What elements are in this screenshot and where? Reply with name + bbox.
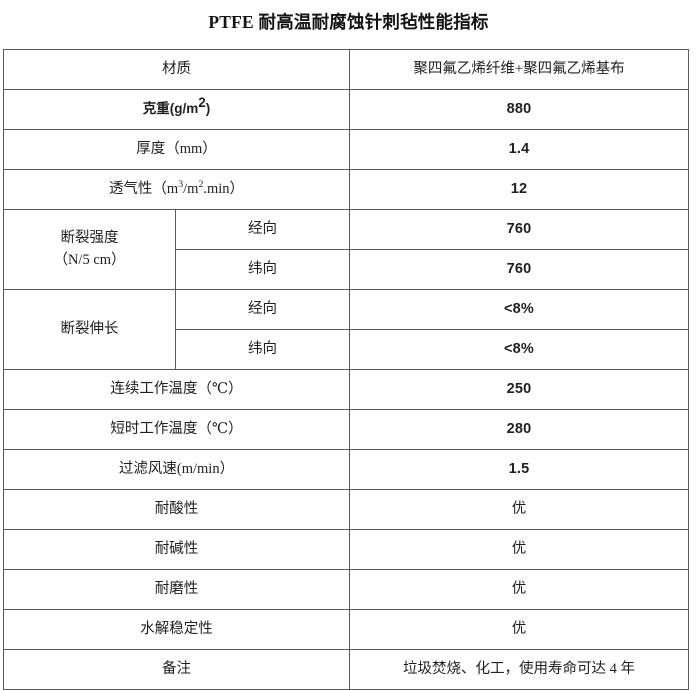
table-row: 耐酸性 优 <box>3 489 689 530</box>
row-value-weight: 880 <box>349 89 689 130</box>
row-label-air-permeability: 透气性（m3/m2.min） <box>3 169 350 210</box>
weight-label-superscript: 2 <box>198 95 206 111</box>
weight-label-main: 克重(g/m <box>142 100 199 116</box>
row-label-peak-temp: 短时工作温度（℃） <box>3 409 350 450</box>
sub-label-elongation-weft: 纬向 <box>175 329 350 370</box>
specification-table: 材质 聚四氟乙烯纤维+聚四氟乙烯基布 克重(g/m2) 880 厚度（mm） 1… <box>3 49 689 690</box>
row-value-alkali-resistance: 优 <box>349 529 689 570</box>
row-value-abrasion-resistance: 优 <box>349 569 689 610</box>
sub-label-breaking-strength-weft: 纬向 <box>175 249 350 290</box>
row-label-breaking-strength: 断裂强度 （N/5 cm） <box>3 209 176 290</box>
row-value-air-permeability: 12 <box>349 169 689 210</box>
row-value-material: 聚四氟乙烯纤维+聚四氟乙烯基布 <box>349 49 689 90</box>
row-value-acid-resistance: 优 <box>349 489 689 530</box>
row-value-elongation-warp: <8% <box>349 289 689 330</box>
row-value-hydrolysis-stability: 优 <box>349 609 689 650</box>
air-perm-superscript-1: 3 <box>178 179 184 191</box>
table-row: 断裂伸长 经向 <8% <box>3 289 689 370</box>
table-row: 短时工作温度（℃） 280 <box>3 409 689 450</box>
row-value-remarks: 垃圾焚烧、化工，使用寿命可达 4 年 <box>349 649 689 690</box>
table-row: 厚度（mm） 1.4 <box>3 129 689 170</box>
air-perm-label-mid: /m <box>183 180 199 197</box>
breaking-strength-line1: 断裂强度 <box>60 230 119 247</box>
air-perm-label-tail: .min） <box>203 180 245 197</box>
sub-label-elongation-warp: 经向 <box>175 289 350 330</box>
row-label-weight: 克重(g/m2) <box>3 89 350 130</box>
row-label-thickness: 厚度（mm） <box>3 129 350 170</box>
row-label-material: 材质 <box>3 49 350 90</box>
page-title: PTFE 耐高温耐腐蚀针刺毡性能指标 <box>208 12 489 32</box>
air-perm-label-main: 透气性（m <box>108 180 179 197</box>
row-value-thickness: 1.4 <box>349 129 689 170</box>
row-label-filtration-velocity: 过滤风速(m/min） <box>3 449 350 490</box>
breaking-strength-line2: （N/5 cm） <box>53 251 126 268</box>
air-perm-superscript-2: 2 <box>198 179 204 191</box>
row-value-filtration-velocity: 1.5 <box>349 449 689 490</box>
row-label-elongation: 断裂伸长 <box>3 289 176 370</box>
table-row: 断裂强度 （N/5 cm） 经向 760 <box>3 209 689 290</box>
table-row: 过滤风速(m/min） 1.5 <box>3 449 689 490</box>
row-label-remarks: 备注 <box>3 649 350 690</box>
weight-label-tail: ) <box>205 100 211 116</box>
table-row: 克重(g/m2) 880 <box>3 89 689 130</box>
row-label-abrasion-resistance: 耐磨性 <box>3 569 350 610</box>
table-row: 备注 垃圾焚烧、化工，使用寿命可达 4 年 <box>3 649 689 690</box>
row-value-breaking-strength-warp: 760 <box>349 209 689 250</box>
row-value-elongation-weft: <8% <box>349 329 689 370</box>
table-row: 材质 聚四氟乙烯纤维+聚四氟乙烯基布 <box>3 49 689 90</box>
row-label-alkali-resistance: 耐碱性 <box>3 529 350 570</box>
row-value-peak-temp: 280 <box>349 409 689 450</box>
row-label-hydrolysis-stability: 水解稳定性 <box>3 609 350 650</box>
table-row: 耐磨性 优 <box>3 569 689 610</box>
row-label-continuous-temp: 连续工作温度（℃） <box>3 369 350 410</box>
row-value-continuous-temp: 250 <box>349 369 689 410</box>
table-row: 水解稳定性 优 <box>3 609 689 650</box>
row-value-breaking-strength-weft: 760 <box>349 249 689 290</box>
table-row: 纬向 <8% <box>4 329 689 370</box>
table-row: 连续工作温度（℃） 250 <box>3 369 689 410</box>
elongation-line1: 断裂伸长 <box>60 320 119 337</box>
table-row: 透气性（m3/m2.min） 12 <box>3 169 689 210</box>
table-row: 耐碱性 优 <box>3 529 689 570</box>
sub-label-breaking-strength-warp: 经向 <box>175 209 350 250</box>
row-label-acid-resistance: 耐酸性 <box>3 489 350 530</box>
